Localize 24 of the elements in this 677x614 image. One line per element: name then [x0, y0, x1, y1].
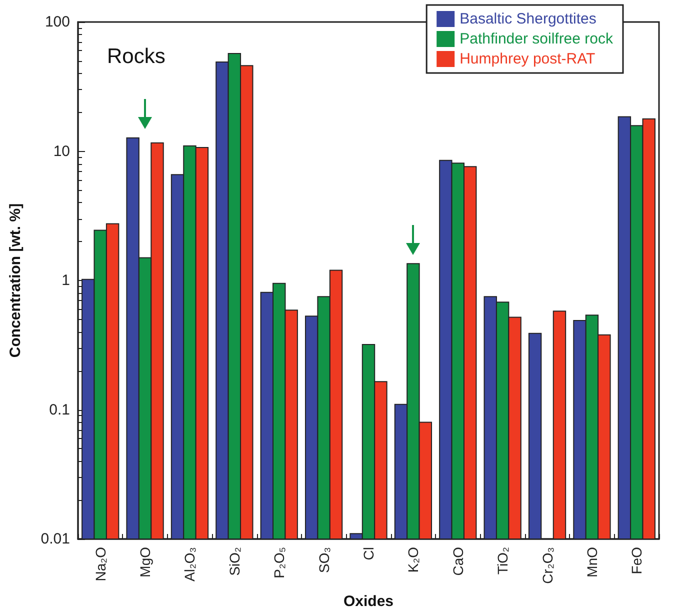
- y-tick-label: 100: [44, 14, 70, 30]
- y-tick-label: 1: [62, 272, 70, 289]
- x-tick-label: Cr₂O₃: [539, 547, 556, 584]
- x-tick-label: MgO: [137, 546, 154, 578]
- x-axis-title: Oxides: [343, 593, 394, 610]
- x-tick-label: K₂O: [405, 546, 422, 573]
- y-tick-label: 0.1: [49, 401, 70, 418]
- x-tick-label: MnO: [584, 546, 600, 578]
- x-tick-label: TiO₂: [494, 547, 511, 574]
- y-tick-label: 10: [53, 142, 70, 160]
- x-tick-label: Cl: [360, 547, 376, 560]
- x-tick-label: FeO: [628, 546, 645, 574]
- x-tick-label: Al₂O₃: [182, 547, 198, 582]
- y-axis-title: Concentration [wt. %]: [7, 203, 24, 358]
- x-tick-label: SiO₂: [226, 547, 242, 576]
- x-tick-label: Na₂O: [92, 546, 108, 582]
- x-tick-label: P₂O₅: [271, 547, 288, 578]
- legend-label: Humphrey post-RAT: [460, 50, 596, 68]
- annotation: Rocks: [107, 45, 166, 68]
- legend-label: Basaltic Shergottites: [460, 10, 596, 28]
- x-tick-label: SO₃: [316, 547, 332, 573]
- legend-label: Pathfinder soilfree rock: [460, 30, 614, 48]
- x-tick-label: CaO: [450, 546, 466, 576]
- y-tick-label: 0.01: [40, 530, 70, 548]
